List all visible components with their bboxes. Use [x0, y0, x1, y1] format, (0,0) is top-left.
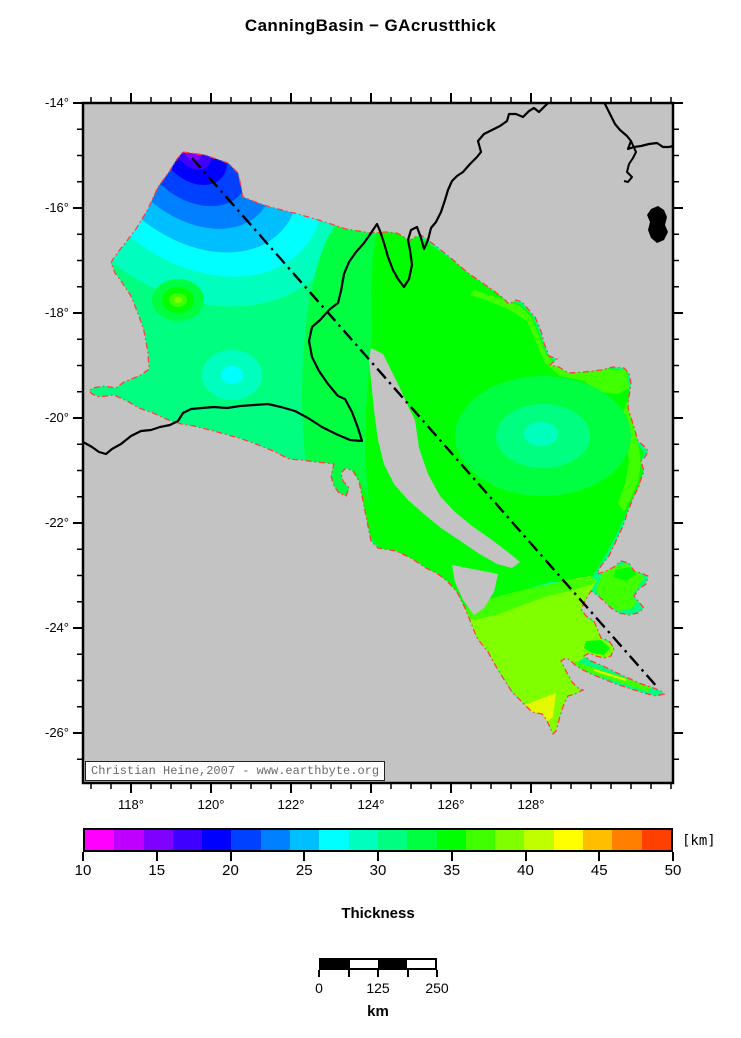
colorbar-tick-label: 15	[148, 862, 166, 879]
scalebar-tick-label: 0	[315, 980, 323, 996]
colorbar-segment-16km	[172, 830, 203, 850]
lat-tick-label: -26°	[45, 725, 69, 740]
colorbar-segment-22km	[260, 830, 291, 850]
colorbar-tick-label: 45	[590, 862, 608, 879]
colorbar-tick	[303, 852, 306, 861]
colorbar-tick-label: 30	[369, 862, 387, 879]
scalebar	[319, 958, 437, 970]
eastern-min-spot	[455, 376, 631, 496]
scalebar-tick	[347, 970, 350, 977]
scalebar-tick	[406, 970, 409, 977]
page-title: CanningBasin − GAcrustthick	[244, 16, 497, 35]
lat-tick-label: -16°	[45, 200, 69, 215]
scalebar-tick-label: 250	[425, 980, 449, 996]
lat-tick-label: -18°	[45, 305, 69, 320]
western-max-spot	[152, 279, 204, 321]
scalebar-segment-3	[406, 960, 435, 968]
colorbar-segment-38km	[495, 830, 525, 850]
lat-tick-label: -22°	[45, 515, 69, 530]
colorbar-segment-34km	[436, 830, 466, 850]
colorbar-segment-44km	[583, 830, 613, 850]
colorbar-tick-label: 50	[664, 862, 682, 879]
colorbar-segment-12km	[114, 830, 144, 850]
colorbar-tick	[82, 852, 84, 861]
colorbar-tick-label: 10	[74, 862, 92, 879]
colorbar-tick-label: 20	[222, 862, 239, 879]
colorbar-segment-20km	[231, 830, 261, 850]
colorbar-unit-label: [km]	[682, 833, 716, 849]
lon-tick-label: 120°	[197, 797, 225, 812]
scalebar-segment-2	[378, 960, 407, 968]
colorbar-segment-42km	[553, 830, 584, 850]
colorbar-segment-28km	[348, 830, 378, 850]
scalebar-tick-label: 125	[366, 980, 390, 996]
colorbar-segment-18km	[202, 830, 232, 850]
colorbar-segment-46km	[612, 830, 642, 850]
lat-tick-label: -14°	[45, 95, 69, 110]
lon-tick-label: 118°	[118, 797, 144, 812]
lon-tick-label: 128°	[517, 797, 545, 812]
colorbar-segment-48km	[641, 830, 671, 850]
colorbar-tick-label: 35	[443, 862, 461, 879]
colorbar-tick	[377, 852, 379, 861]
scalebar-segment-0	[321, 960, 350, 968]
scalebar-segment-1	[349, 960, 378, 968]
scalebar-tick	[436, 970, 438, 977]
lat-tick-label: -20°	[45, 410, 69, 425]
attribution-box: Christian Heine,2007 - www.earthbyte.org	[85, 761, 386, 781]
scalebar-tick	[377, 970, 379, 977]
colorbar-segment-32km	[407, 830, 437, 850]
lon-tick-label: 122°	[277, 797, 305, 812]
colorbar-segment-24km	[290, 830, 320, 850]
colorbar-tick	[672, 852, 674, 861]
lat-tick-label: -24°	[45, 620, 69, 635]
colorbar-segment-14km	[143, 830, 173, 850]
colorbar-tick	[229, 852, 232, 861]
colorbar-tick-label: 40	[517, 862, 534, 879]
colorbar-tick-label: 25	[295, 862, 313, 879]
colorbar-segment-26km	[319, 830, 349, 850]
lon-tick-label: 124°	[357, 797, 385, 812]
colorbar-tick	[598, 852, 601, 861]
colorbar	[83, 828, 673, 852]
colorbar-tick	[450, 852, 453, 861]
colorbar-title: Thickness	[341, 905, 415, 922]
colorbar-segment-40km	[524, 830, 554, 850]
colorbar-segment-36km	[465, 830, 496, 850]
colorbar-tick	[524, 852, 527, 861]
colorbar-segment-30km	[377, 830, 408, 850]
western-min-spot	[202, 350, 262, 400]
scalebar-unit-label: km	[367, 1003, 389, 1020]
map-canvas	[83, 103, 673, 783]
lon-tick-label: 126°	[437, 797, 465, 812]
scalebar-tick	[318, 970, 320, 977]
colorbar-segment-10km	[85, 830, 115, 850]
colorbar-tick	[155, 852, 158, 861]
